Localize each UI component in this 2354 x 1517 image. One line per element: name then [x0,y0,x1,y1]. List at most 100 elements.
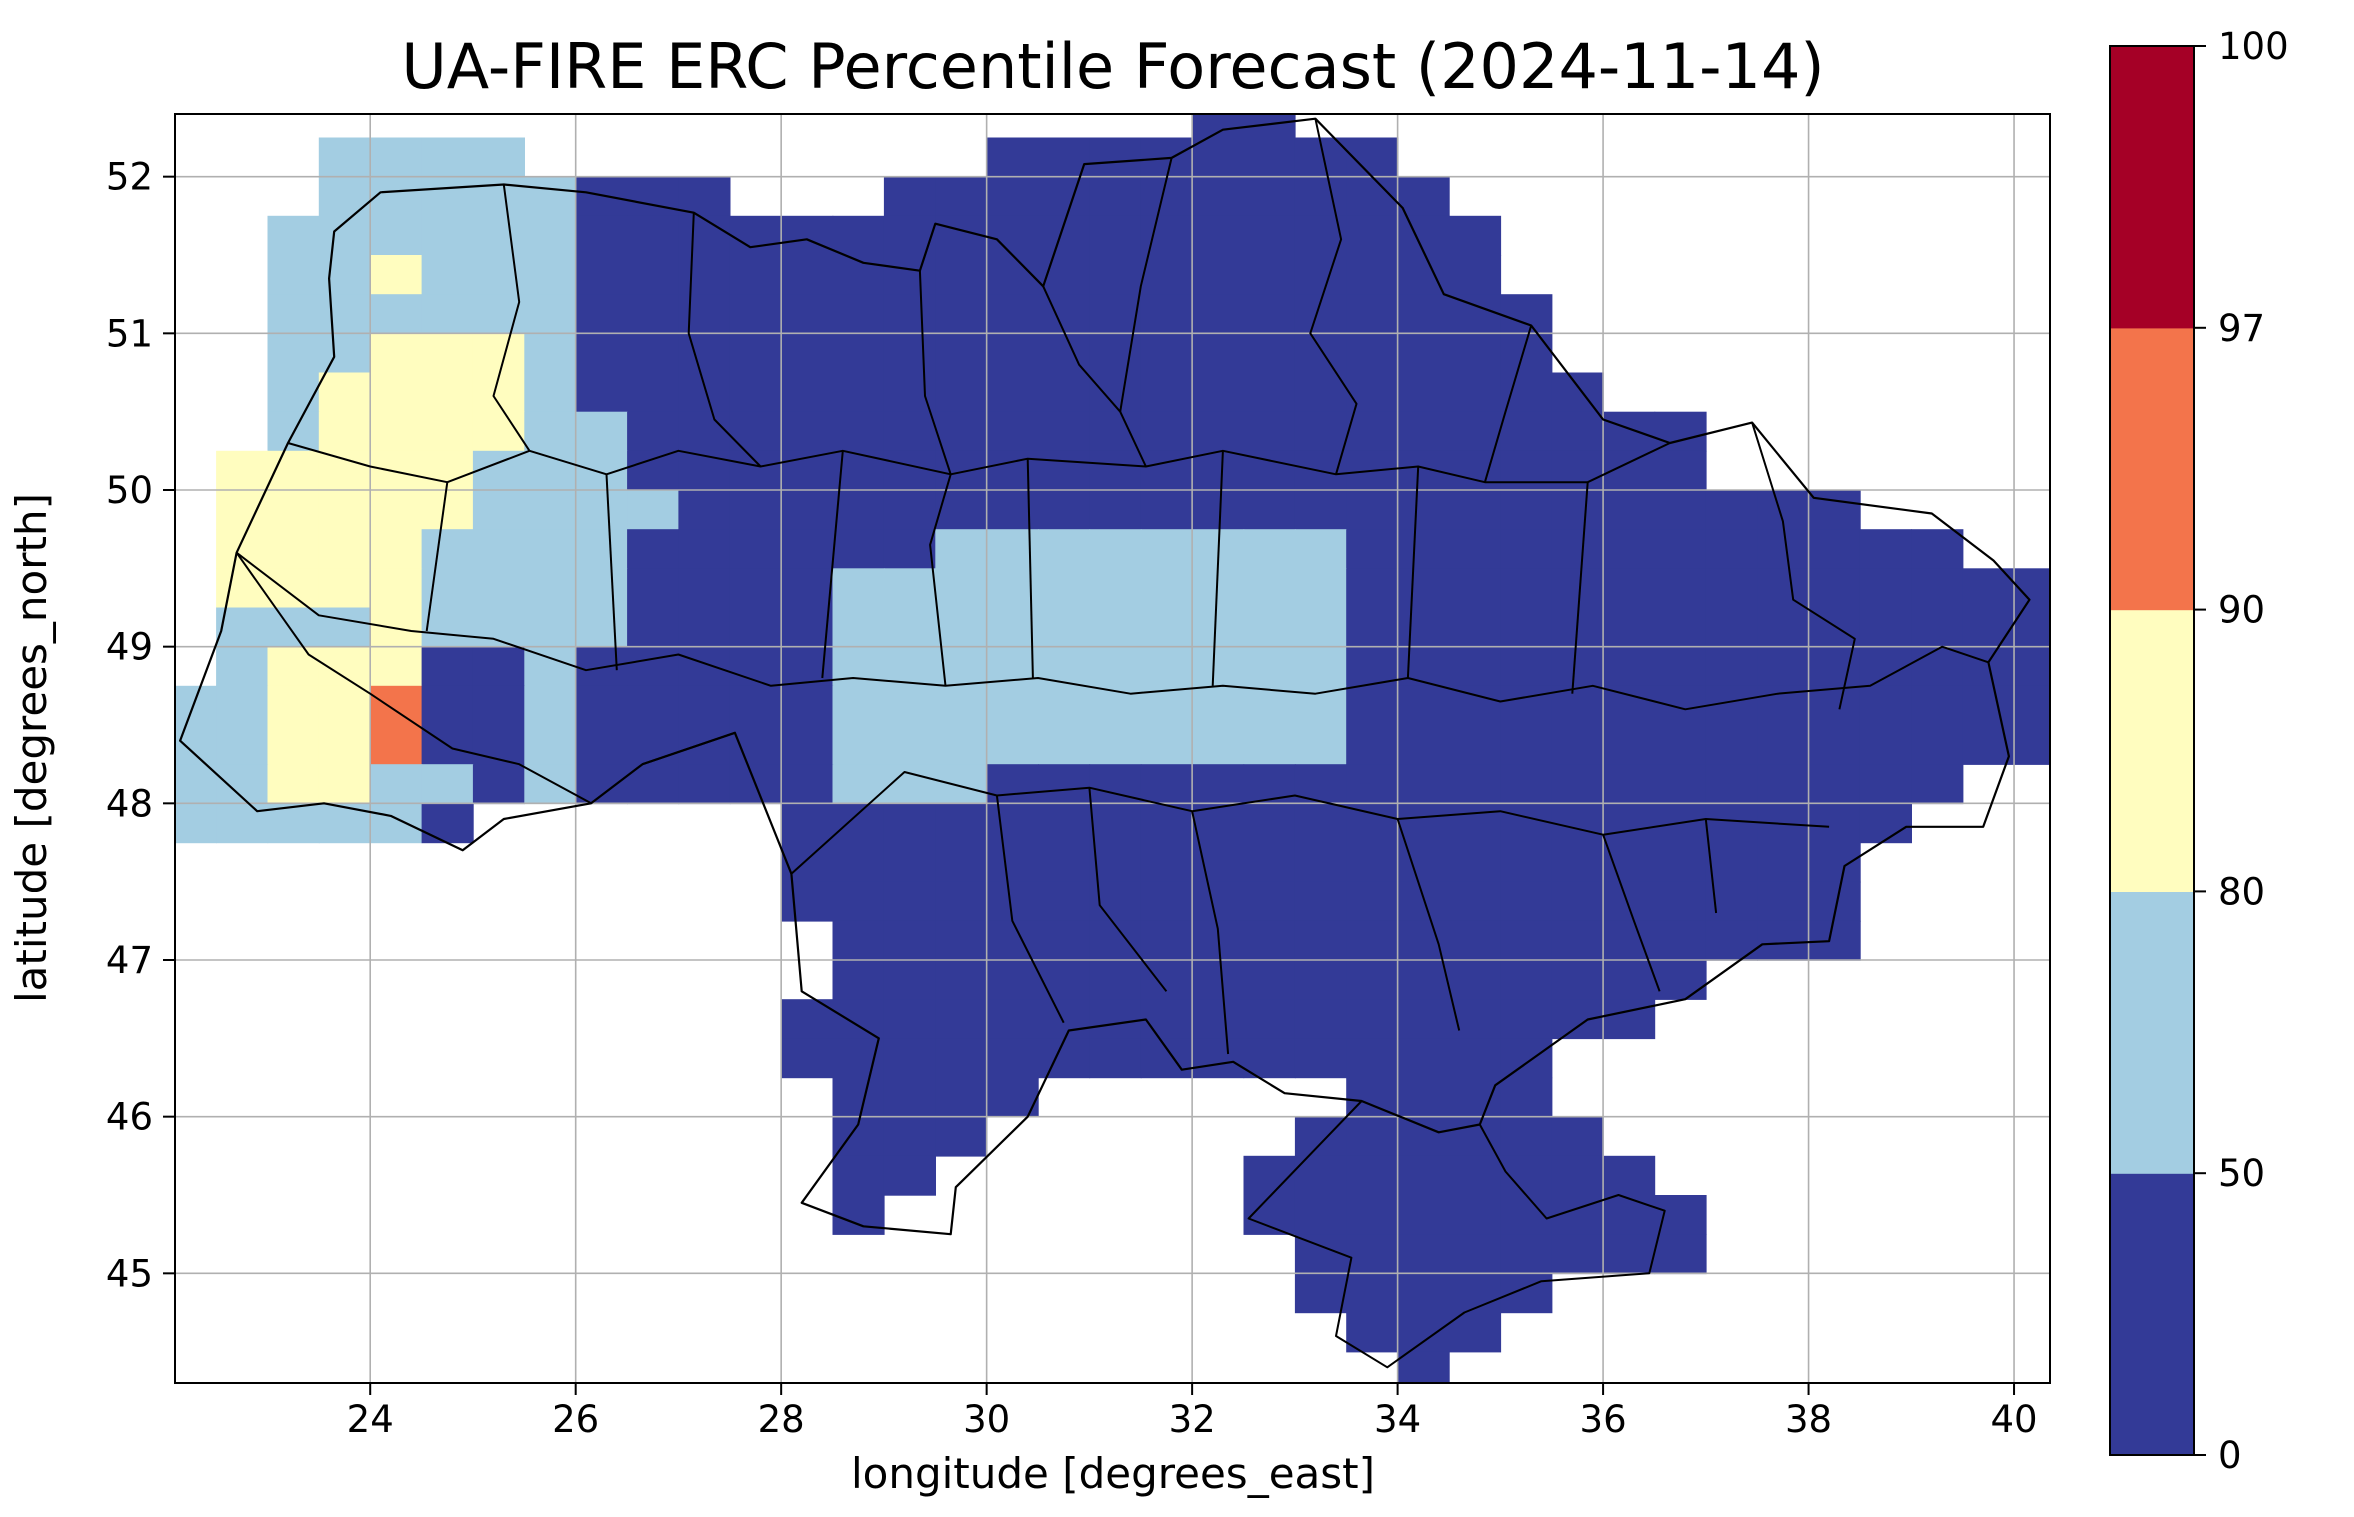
raster-cell [1243,764,1296,805]
raster-cell [1500,842,1553,883]
raster-cell [1140,176,1193,217]
raster-cell [1294,490,1347,530]
raster-cell [1500,490,1553,530]
raster-cell [1757,920,1810,961]
raster-cell [318,372,371,413]
raster-cell [1294,920,1347,961]
oblast-border-line [918,270,952,475]
raster-cell [1140,1038,1193,1079]
raster-cell [1294,960,1347,1000]
raster-cell [1654,842,1707,883]
raster-cell [575,685,628,726]
raster-cell [832,803,885,844]
raster-cell [524,255,577,295]
raster-cell [1038,372,1091,413]
raster-cell [1603,646,1656,687]
raster-cell [1038,685,1091,726]
raster-cell [1449,803,1502,844]
raster-cell [1603,803,1656,844]
raster-cell [1038,529,1091,570]
raster-cell [267,255,320,295]
raster-cell [1551,1116,1604,1157]
raster-cell [1449,294,1502,335]
raster-cell [524,607,577,648]
raster-cell [524,685,577,726]
y-tick-label: 45 [106,1252,153,1295]
colorbar-segment [2110,1173,2194,1456]
raster-cell [216,646,269,687]
raster-cell [935,764,988,805]
raster-cell [1294,1234,1347,1275]
raster-cell [1038,646,1091,687]
colorbar-segment [2110,891,2194,1174]
raster-cell [678,411,731,452]
raster-cell [1294,568,1347,609]
raster-cell [267,333,320,374]
raster-cell [1089,255,1142,295]
raster-cell [627,685,680,726]
raster-cell [1397,568,1450,609]
oblast-border-line [1026,458,1034,679]
raster-cell [1346,999,1399,1040]
raster-cell [883,1038,936,1079]
raster-cell [1140,294,1193,335]
raster-cell [1346,529,1399,570]
raster-cell [781,568,834,609]
colorbar: 0 50 80 90 97 100 [2109,25,2289,1477]
raster-cell [781,411,834,452]
raster-cell [370,411,423,452]
raster-cell [627,529,680,570]
raster-cell [1294,411,1347,452]
raster-cell [1500,920,1553,961]
raster-cell [678,725,731,765]
oblast-border-line [1211,450,1224,686]
raster-cell [883,568,936,609]
raster-cell [318,685,371,726]
raster-cell [1397,176,1450,217]
y-tick-label: 49 [106,626,153,669]
raster-cell [318,725,371,765]
colorbar-border [2109,45,2195,1456]
raster-cell [472,646,525,687]
raster-cell [1449,1077,1502,1118]
raster-cell [781,255,834,295]
raster-cell [986,960,1039,1000]
oblast-border-line [1396,818,1461,1031]
raster-cell [575,607,628,648]
raster-cell [1654,881,1707,922]
raster-cell [267,294,320,335]
raster-cell [1140,490,1193,530]
raster-cell [267,607,320,648]
raster-cell [1140,881,1193,922]
raster-cell [1397,842,1450,883]
raster-cell [1192,333,1245,374]
raster-cell [1346,1155,1399,1196]
raster-cell [1397,1155,1450,1196]
raster-cell [986,999,1039,1040]
raster-cell [1911,529,1964,570]
raster-cell [1551,725,1604,765]
x-tick-label: 32 [1169,1398,1216,1441]
raster-cell [575,215,628,256]
raster-cell [627,255,680,295]
raster-cell [1397,411,1450,452]
raster-cell [318,607,371,648]
raster-cell [1346,490,1399,530]
raster-cell [678,294,731,335]
raster-cell [986,176,1039,217]
raster-cell [421,176,474,217]
raster-cell [370,372,423,413]
raster-cell [524,372,577,413]
raster-cell [524,294,577,335]
raster-cell [1089,333,1142,374]
raster-cell [1243,646,1296,687]
oblast-border-line [1483,325,1533,483]
raster-cell [421,607,474,648]
raster-cell [1551,529,1604,570]
raster-cell [1705,842,1758,883]
raster-cell [1859,803,1912,844]
raster-cell [1551,803,1604,844]
raster-cell [1294,333,1347,374]
raster-cell [1346,646,1399,687]
raster-cell [935,1038,988,1079]
